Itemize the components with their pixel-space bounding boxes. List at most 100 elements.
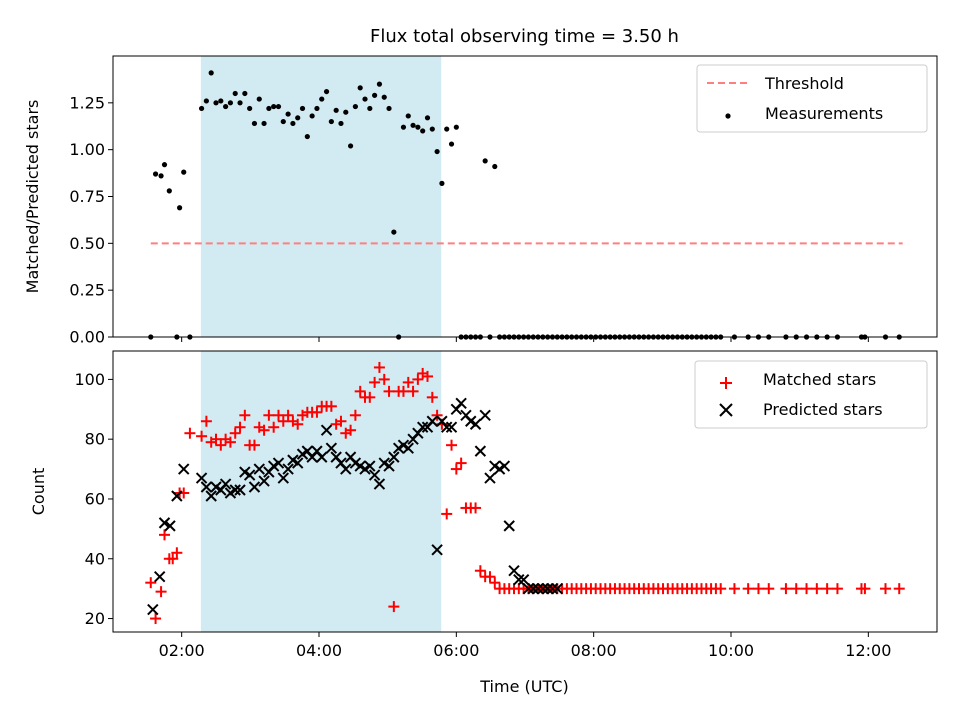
- measurement-point: [362, 96, 368, 102]
- matched-point: [780, 583, 792, 595]
- predicted-point: [205, 490, 217, 502]
- ratio-axes-frame: [112, 55, 938, 338]
- matched-point: [354, 385, 366, 397]
- predicted-point-b: [229, 484, 241, 496]
- measurement-point: [275, 103, 282, 110]
- matched-point: [239, 409, 251, 421]
- predicted-point: [517, 573, 530, 586]
- measurement-point: [439, 180, 445, 186]
- matched-point: [215, 439, 227, 451]
- predicted-point-b: [368, 469, 381, 481]
- predicted-point: [258, 475, 270, 487]
- matched-point: [893, 583, 905, 595]
- measurement-point: [223, 103, 229, 110]
- measurement-point: [405, 113, 411, 119]
- ratio-y-tick-label: 1.25: [69, 93, 105, 112]
- measurement-point: [434, 148, 440, 155]
- predicted-point-b: [292, 457, 304, 469]
- predicted-point: [364, 460, 376, 472]
- predicted-point: [292, 457, 304, 469]
- predicted-point-b: [147, 603, 159, 616]
- counts-y-tick-label: 60: [85, 489, 105, 508]
- matched-point: [431, 409, 443, 421]
- ratio-y-tick-label: 0.25: [69, 281, 105, 300]
- predicted-point-b: [311, 445, 323, 457]
- matched-point: [474, 565, 486, 577]
- measurement-point: [271, 103, 277, 110]
- predicted-point-b: [153, 570, 166, 583]
- matched-point: [272, 409, 284, 421]
- predicted-point: [282, 463, 294, 475]
- matched-point: [369, 376, 381, 388]
- predicted-point: [522, 582, 535, 595]
- matched-point: [880, 583, 891, 595]
- matched-point: [752, 583, 764, 595]
- measurement-point: [280, 118, 286, 125]
- matched-point: [277, 415, 289, 427]
- matched-point: [450, 463, 462, 475]
- predicted-point-b: [498, 460, 511, 472]
- predicted-point: [272, 457, 285, 469]
- ratio-y-axis-label: Matched/Predicted stars: [23, 100, 42, 294]
- measurement-point: [161, 162, 168, 168]
- predicted-point: [248, 481, 261, 493]
- predicted-point-b: [178, 463, 190, 475]
- matched-point: [426, 391, 438, 403]
- predicted-point-b: [205, 490, 217, 502]
- measurement-point: [295, 115, 301, 121]
- measurement-point: [338, 120, 344, 127]
- measurement-point: [372, 92, 378, 98]
- predicted-point: [426, 415, 439, 427]
- predicted-point-b: [171, 490, 183, 502]
- measurement-point: [198, 105, 205, 112]
- predicted-point: [383, 460, 395, 472]
- measurement-point: [328, 118, 334, 125]
- threshold-legend-label: Threshold: [764, 74, 844, 93]
- matched-point: [373, 361, 385, 373]
- matched-point: [364, 391, 376, 403]
- predicted-point: [178, 463, 190, 475]
- matched-point: [388, 601, 400, 613]
- predicted-point: [234, 484, 246, 496]
- matched-point: [378, 373, 390, 385]
- measurement-point: [309, 113, 315, 119]
- predicted-point: [551, 582, 563, 595]
- measurement-point: [453, 124, 459, 130]
- measurement-point: [152, 171, 159, 177]
- matched-point: [167, 553, 179, 565]
- predicted-point: [243, 469, 256, 481]
- matched-point: [455, 457, 467, 469]
- matched-point: [155, 586, 167, 598]
- measurement-point: [400, 124, 407, 130]
- predicted-point-b: [325, 442, 338, 454]
- predicted-point-b: [402, 442, 414, 454]
- measurement-point: [444, 126, 450, 132]
- predicted-point-b: [301, 445, 314, 457]
- matched-point: [325, 400, 337, 412]
- predicted-point: [253, 463, 265, 475]
- measurement-point: [213, 100, 219, 106]
- predicted-point: [474, 445, 487, 457]
- predicted-point-b: [200, 481, 213, 493]
- measurement-point: [304, 133, 310, 140]
- predicted-point-b: [253, 463, 265, 475]
- ratio-y-tick-label: 1.00: [69, 140, 105, 159]
- measurement-point: [181, 169, 187, 175]
- measurement-point: [410, 122, 416, 128]
- predicted-point-b: [484, 472, 496, 484]
- predicted-point-b: [277, 472, 290, 484]
- predicted-point: [402, 442, 414, 454]
- measurement-point: [357, 85, 363, 91]
- predicted-point: [508, 565, 520, 577]
- predicted-point-b: [532, 582, 544, 595]
- predicted-point-b: [460, 409, 472, 421]
- counts-x-ticks: 02:00 04:00 06:00 08:00 10:00 12:00: [159, 632, 891, 660]
- predicted-point: [320, 424, 333, 436]
- predicted-point-b: [541, 582, 554, 595]
- predicted-point: [484, 472, 496, 484]
- predicted-points: [147, 397, 563, 616]
- ratio-x-ticks: [181, 337, 869, 342]
- ratio-panel: 0.00 0.25 0.50 0.75 1.00 1.25 Matched/Predict…: [23, 55, 938, 347]
- predicted-point: [537, 582, 549, 595]
- matched-point: [402, 376, 414, 388]
